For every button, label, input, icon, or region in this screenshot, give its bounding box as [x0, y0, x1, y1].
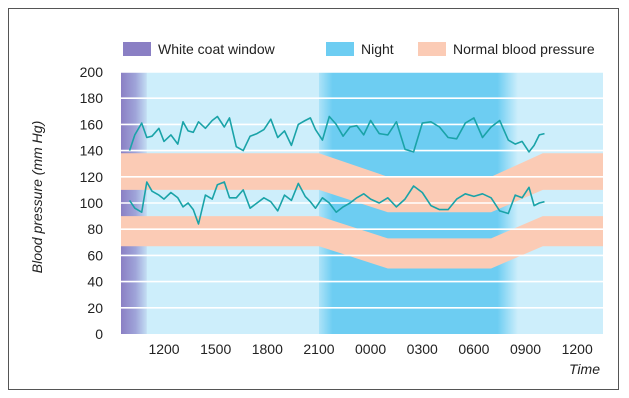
x-tick-label: 1800: [252, 341, 283, 357]
x-axis-title: Time: [569, 361, 600, 377]
y-tick-label: 120: [80, 169, 104, 185]
legend-label-normal-blood-pressure: Normal blood pressure: [453, 41, 595, 57]
y-axis-title: Blood pressure (mm Hg): [29, 121, 45, 274]
x-tick-label: 1500: [200, 341, 231, 357]
chart-frame: [8, 8, 619, 390]
legend-swatch-normal-blood-pressure: [418, 42, 446, 56]
y-tick-label: 180: [80, 90, 104, 106]
legend-item-white-coat-window: White coat window: [123, 40, 275, 58]
y-tick-label: 40: [87, 274, 103, 290]
y-tick-label: 100: [80, 195, 104, 211]
legend-label-night: Night: [361, 41, 394, 57]
x-tick-label: 0300: [407, 341, 438, 357]
normal-band-systolic: [121, 153, 603, 213]
x-tick-label: 1200: [562, 341, 593, 357]
x-tick-label: 0900: [510, 341, 541, 357]
legend-swatch-white-coat-window: [123, 42, 151, 56]
x-tick-label: 0000: [355, 341, 386, 357]
y-tick-label: 80: [87, 221, 103, 237]
legend-item-normal-blood-pressure: Normal blood pressure: [418, 40, 595, 58]
legend-item-night: Night: [326, 40, 394, 58]
y-tick-label: 0: [95, 326, 103, 342]
y-tick-label: 60: [87, 247, 103, 263]
y-tick-label: 160: [80, 116, 104, 132]
legend-label-white-coat-window: White coat window: [158, 41, 275, 57]
y-tick-label: 20: [87, 300, 103, 316]
x-tick-label: 2100: [303, 341, 334, 357]
legend-swatch-night: [326, 42, 354, 56]
y-tick-label: 200: [80, 64, 104, 80]
x-tick-label: 0600: [458, 341, 489, 357]
y-tick-label: 140: [80, 143, 104, 159]
series-line-diastolic: [128, 181, 545, 225]
series-line-systolic: [128, 115, 545, 153]
x-tick-label: 1200: [148, 341, 179, 357]
